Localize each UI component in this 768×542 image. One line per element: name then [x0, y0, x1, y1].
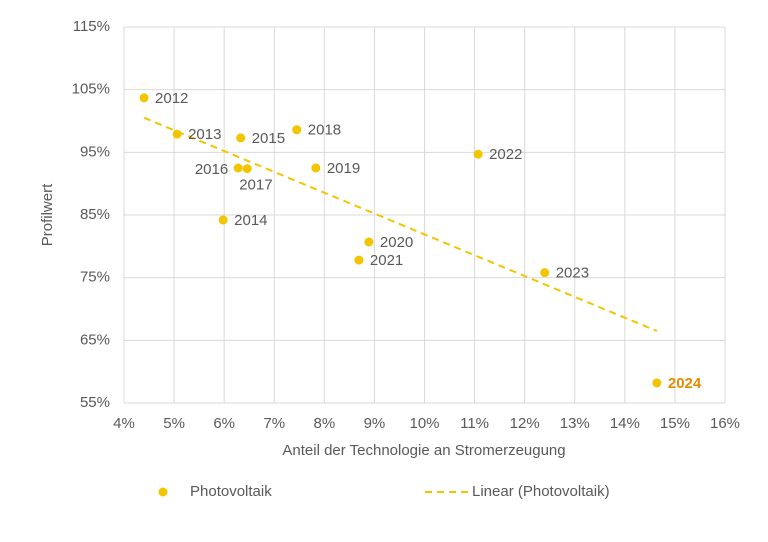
x-tick-label: 10% — [409, 415, 439, 432]
point-label: 2013 — [188, 126, 221, 143]
point-label: 2018 — [308, 122, 341, 139]
point-label: 2014 — [234, 212, 267, 229]
y-tick-label: 115% — [73, 18, 110, 35]
point — [172, 129, 182, 139]
y-tick-label: 95% — [80, 143, 110, 160]
point — [540, 268, 550, 278]
x-tick-label: 6% — [213, 415, 235, 432]
point — [236, 133, 246, 143]
x-tick-label: 15% — [660, 415, 690, 432]
point-label: 2023 — [556, 265, 589, 282]
y-tick-label: 85% — [80, 206, 110, 223]
point — [218, 215, 228, 225]
x-tick-label: 7% — [263, 415, 285, 432]
point-label: 2024 — [668, 375, 702, 392]
point-label: 2016 — [195, 161, 228, 178]
point — [364, 237, 374, 247]
point-label: 2019 — [327, 160, 360, 177]
y-axis-title: Profilwert — [39, 183, 56, 246]
x-tick-label: 4% — [113, 415, 135, 432]
point — [311, 163, 321, 173]
point — [242, 164, 252, 174]
point — [292, 125, 302, 135]
point-label: 2021 — [370, 252, 403, 269]
x-tick-label: 13% — [560, 415, 590, 432]
x-tick-label: 12% — [510, 415, 540, 432]
point-label: 2022 — [489, 146, 522, 163]
x-tick-label: 5% — [163, 415, 185, 432]
point — [139, 93, 149, 103]
point — [354, 255, 364, 265]
point — [652, 378, 662, 388]
x-axis-title: Anteil der Technologie an Stromerzeugung — [282, 442, 565, 459]
x-tick-label: 8% — [313, 415, 335, 432]
legend-marker — [158, 487, 168, 497]
point — [233, 163, 243, 173]
x-tick-label: 14% — [610, 415, 640, 432]
point-label: 2015 — [252, 130, 285, 147]
point — [473, 149, 483, 159]
x-tick-label: 16% — [710, 415, 740, 432]
y-tick-label: 55% — [80, 394, 110, 411]
x-tick-label: 11% — [460, 415, 489, 432]
y-tick-label: 65% — [80, 331, 110, 348]
point-label: 2012 — [155, 90, 188, 107]
x-tick-label: 9% — [364, 415, 386, 432]
legend-label: Photovoltaik — [190, 483, 272, 500]
point-label: 2017 — [239, 177, 272, 194]
point-label: 2020 — [380, 234, 413, 251]
legend-label: Linear (Photovoltaik) — [472, 483, 610, 500]
y-tick-label: 75% — [80, 269, 110, 286]
trendline — [143, 116, 658, 332]
y-tick-label: 105% — [72, 81, 110, 98]
